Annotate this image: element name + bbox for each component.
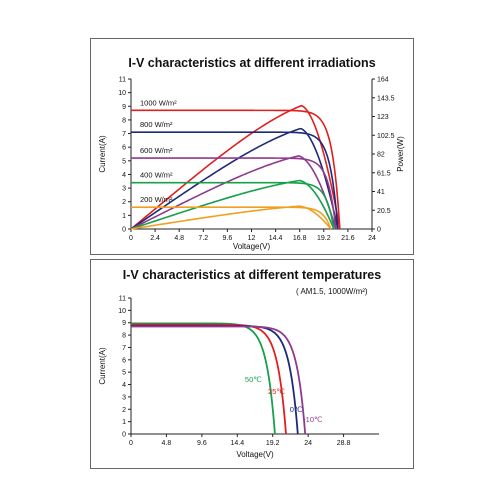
irradiation-chart-panel: I-V characteristics at different irradia… (90, 38, 414, 255)
temp-iv-curve-1 (131, 323, 287, 435)
y-tick-label: 7 (122, 131, 126, 138)
y2-tick-label: 102.5 (377, 133, 395, 140)
x-tick-label: 9.6 (197, 440, 207, 447)
y2-tick-label: 61.5 (377, 170, 391, 177)
y-axis-label: Current(A) (98, 135, 107, 173)
power-curve-2 (130, 155, 337, 230)
series-label-4: 200 W/m² (140, 195, 173, 204)
y-tick-label: 9 (122, 104, 126, 111)
x-axis-label: Voltage(V) (233, 242, 271, 251)
x-tick-label: 24 (304, 440, 312, 447)
y-tick-label: 8 (122, 333, 126, 340)
x-tick-label: 19.2 (317, 235, 331, 242)
y-tick-label: 0 (122, 432, 126, 439)
iv-curve-0 (131, 109, 341, 230)
x-tick-label: 7.2 (198, 235, 208, 242)
power-curve-0 (130, 104, 341, 230)
series-label-1: 800 W/m² (140, 120, 173, 129)
y-tick-label: 4 (122, 382, 126, 389)
temperature-chart-panel: I-V characteristics at different tempera… (90, 259, 414, 469)
y-tick-label: 6 (122, 357, 126, 364)
y-tick-label: 3 (122, 394, 126, 401)
y-tick-label: 11 (119, 77, 126, 84)
series-label-0: 1000 W/m² (140, 98, 177, 107)
y-tick-label: 1 (122, 213, 126, 220)
temp-series-label-2: 0℃ (290, 405, 303, 414)
y2-tick-label: 164 (377, 77, 389, 84)
x-tick-label: 28.8 (337, 440, 351, 447)
y-tick-label: 0 (122, 227, 126, 234)
y-tick-label: 3 (122, 186, 126, 193)
x-axis-label: Voltage(V) (236, 450, 274, 459)
y-tick-label: 4 (122, 172, 126, 179)
x-tick-label: 16.8 (293, 235, 307, 242)
y2-tick-label: 82 (377, 152, 385, 159)
irradiation-chart-title: I-V characteristics at different irradia… (128, 56, 376, 70)
iv-curve-3 (131, 181, 335, 230)
temp-iv-curve-0 (131, 322, 276, 435)
power-curve-3 (130, 179, 335, 230)
x-tick-label: 9.6 (223, 235, 233, 242)
y-tick-label: 10 (118, 308, 126, 315)
y-axis-label: Current(A) (98, 347, 107, 385)
y2-tick-label: 123 (377, 114, 389, 121)
y-tick-label: 10 (118, 90, 126, 97)
y2-axis-label: Power(W) (396, 136, 405, 172)
y2-tick-label: 143.5 (377, 95, 395, 102)
y-tick-label: 8 (122, 117, 126, 124)
power-curve-4 (130, 205, 332, 230)
temperature-chart-title: I-V characteristics at different tempera… (122, 268, 382, 282)
iv-curve-1 (131, 131, 339, 230)
x-tick-label: 21.6 (341, 235, 355, 242)
y-tick-label: 2 (122, 407, 126, 414)
x-tick-label: 14.4 (230, 440, 244, 447)
irradiation-chart-svg: 0 2.4 4.8 7.2 9.6 12 14.4 16.8 19.2 21.6 240123456… (98, 77, 405, 252)
y2-tick-label: 20.5 (377, 208, 391, 215)
x-tick-label: 14.4 (269, 235, 283, 242)
x-tick-label: 2.4 (150, 235, 160, 242)
iv-curve-2 (131, 157, 337, 230)
y2-tick-label: 41 (377, 189, 385, 196)
y2-tick-label: 0 (377, 227, 381, 234)
y-tick-label: 7 (122, 345, 126, 352)
power-curve-1 (130, 127, 339, 230)
temp-series-label-3: -10℃ (303, 415, 323, 424)
y-tick-label: 2 (122, 199, 126, 206)
x-tick-label: 12 (248, 235, 256, 242)
x-tick-label: 24 (368, 235, 376, 242)
temperature-chart-subtitle: ( AM1.5, 1000W/m²) (296, 287, 368, 296)
y-tick-label: 5 (122, 370, 126, 377)
y-tick-label: 6 (122, 145, 126, 152)
temp-iv-curve-3 (131, 325, 307, 435)
x-tick-label: 0 (129, 235, 133, 242)
y-tick-label: 9 (122, 320, 126, 327)
series-label-2: 600 W/m² (140, 146, 173, 155)
x-tick-label: 0 (129, 440, 133, 447)
y-tick-label: 5 (122, 158, 126, 165)
iv-curve-4 (131, 206, 332, 230)
temp-series-label-1: 25℃ (268, 387, 285, 396)
x-tick-label: 4.8 (162, 440, 172, 447)
x-tick-label: 19.2 (266, 440, 280, 447)
temperature-chart-svg: 0 4.8 9.6 14.4 19.2 24 28.8 0 1 2 3 4 5 6 7 8 9 10 11 Volta… (98, 296, 379, 459)
y-tick-label: 11 (119, 296, 126, 303)
x-tick-label: 4.8 (174, 235, 184, 242)
series-label-3: 400 W/m² (140, 171, 173, 180)
y-tick-label: 1 (122, 419, 126, 426)
temp-series-label-0: 50℃ (245, 375, 262, 384)
